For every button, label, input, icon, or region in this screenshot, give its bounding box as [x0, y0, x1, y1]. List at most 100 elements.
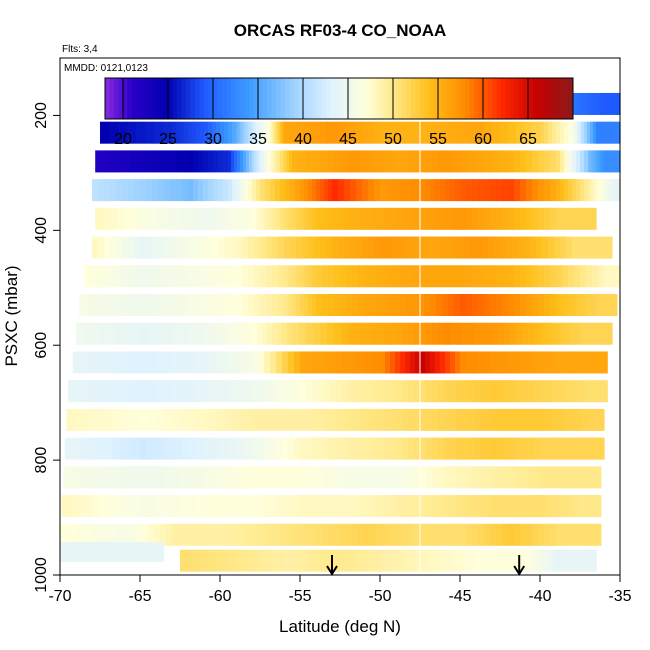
heatmap-cell — [514, 294, 521, 317]
colorbar-cell — [330, 78, 335, 119]
heatmap-cell — [218, 179, 224, 202]
heatmap-cell — [340, 294, 347, 317]
heatmap-cell — [576, 549, 582, 572]
heatmap-cell — [590, 495, 594, 518]
colorbar-cell — [559, 78, 565, 119]
colorbar-cell — [420, 78, 425, 119]
heatmap-cell — [606, 92, 609, 115]
heatmap-cell — [426, 408, 433, 431]
heatmap-cell — [284, 294, 289, 317]
heatmap-cell — [252, 466, 259, 489]
heatmap-cell — [466, 207, 473, 230]
colorbar-tick-label: 25 — [159, 131, 177, 148]
heatmap-cell — [566, 549, 572, 572]
heatmap-cell — [324, 380, 331, 403]
heatmap-cell — [396, 495, 403, 518]
colorbar-tick-label: 35 — [249, 131, 267, 148]
heatmap-cell — [278, 294, 285, 317]
heatmap-cell — [546, 408, 553, 431]
heatmap-cell — [612, 179, 614, 202]
heatmap-cell — [484, 121, 493, 144]
heatmap-cell — [74, 437, 85, 460]
heatmap-cell — [508, 294, 515, 317]
heatmap-cell — [544, 294, 551, 317]
heatmap-cell — [496, 179, 503, 202]
overlay-marks — [326, 101, 526, 576]
heatmap-cell — [612, 265, 615, 288]
heatmap-cell — [300, 466, 307, 489]
heatmap-cell — [582, 236, 588, 259]
heatmap-cell — [420, 150, 427, 173]
heatmap-cell — [258, 121, 261, 144]
heatmap-cell — [386, 236, 393, 259]
heatmap-cell — [578, 523, 585, 546]
heatmap-cell — [591, 207, 597, 230]
arrow-marker-head — [513, 565, 526, 576]
heatmap-cell — [456, 322, 463, 345]
heatmap-cell — [250, 121, 253, 144]
heatmap-cell — [526, 207, 533, 230]
heatmap-cell — [526, 150, 533, 173]
heatmap-cell — [436, 207, 445, 230]
heatmap-cell — [484, 523, 491, 546]
heatmap-cell — [402, 408, 409, 431]
heatmap-cell — [86, 294, 95, 317]
heatmap-cell — [404, 549, 411, 572]
heatmap-cell — [378, 322, 385, 345]
heatmap-cell — [362, 236, 369, 259]
heatmap-cell — [368, 179, 375, 202]
heatmap-cell — [206, 294, 213, 317]
heatmap-cell — [232, 523, 239, 546]
heatmap-cell — [422, 236, 429, 259]
heatmap-cell — [518, 549, 525, 572]
heatmap-cell — [222, 466, 229, 489]
heatmap-cell — [164, 408, 173, 431]
heatmap-cell — [346, 294, 353, 317]
heatmap-cell — [462, 121, 470, 144]
heatmap-cell — [582, 466, 586, 489]
heatmap-cell — [330, 351, 337, 374]
heatmap-cell — [200, 294, 207, 317]
heatmap-cell — [592, 236, 598, 259]
heatmap-cell — [324, 351, 331, 374]
heatmap-cell — [426, 150, 433, 173]
heatmap-cell — [558, 408, 565, 431]
heatmap-cell — [300, 179, 305, 202]
heatmap-cell — [572, 236, 578, 259]
heatmap-cell — [260, 179, 266, 202]
x-tick-label: -35 — [608, 588, 631, 605]
heatmap-cell — [180, 207, 187, 230]
colorbar-cell — [177, 78, 182, 119]
heatmap-cell — [594, 179, 598, 202]
heatmap-cell — [514, 150, 521, 173]
colorbar-cell — [496, 78, 502, 119]
heatmap-cell — [131, 380, 141, 403]
heatmap-cell — [587, 466, 591, 489]
heatmap-cell — [582, 408, 589, 431]
heatmap-cell — [580, 466, 584, 489]
heatmap-cell — [84, 322, 93, 345]
heatmap-cell — [596, 437, 599, 460]
heatmap-cell — [81, 495, 92, 518]
heatmap-cell — [396, 207, 405, 230]
heatmap-cell — [266, 121, 269, 144]
heatmap-cell — [322, 265, 329, 288]
heatmap-cell — [470, 549, 477, 572]
heatmap-cell — [366, 322, 373, 345]
heatmap-cell — [427, 121, 435, 144]
heatmap-cell — [590, 121, 594, 144]
heatmap-cell — [532, 549, 537, 572]
heatmap-cell — [410, 236, 417, 259]
heatmap-cell — [406, 294, 413, 317]
heatmap-cell — [262, 150, 265, 173]
heatmap-cell — [134, 179, 141, 202]
heatmap-cell — [616, 265, 619, 288]
heatmap-cell — [364, 294, 371, 317]
heatmap-cell — [460, 179, 467, 202]
heatmap-cell — [364, 351, 369, 374]
heatmap-cell — [616, 150, 619, 173]
heatmap-cell — [248, 294, 255, 317]
heatmap-cell — [166, 523, 173, 546]
heatmap-cell — [394, 294, 401, 317]
heatmap-cell — [282, 351, 289, 374]
